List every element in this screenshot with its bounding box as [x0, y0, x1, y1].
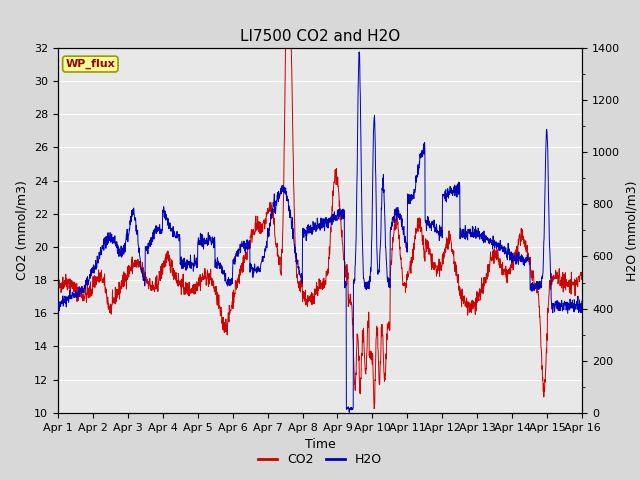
- Y-axis label: CO2 (mmol/m3): CO2 (mmol/m3): [15, 180, 28, 280]
- Y-axis label: H2O (mmol/m3): H2O (mmol/m3): [626, 180, 639, 281]
- X-axis label: Time: Time: [305, 438, 335, 451]
- Text: WP_flux: WP_flux: [65, 59, 115, 69]
- Title: LI7500 CO2 and H2O: LI7500 CO2 and H2O: [240, 29, 400, 44]
- Legend: CO2, H2O: CO2, H2O: [253, 448, 387, 471]
